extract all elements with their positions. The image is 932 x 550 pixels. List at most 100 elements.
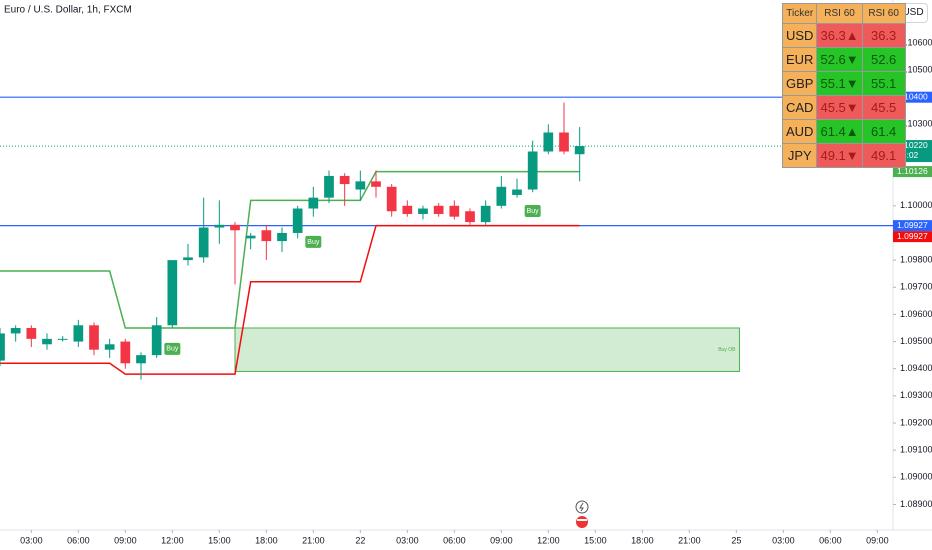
rsi-cell: 61.4▲	[816, 119, 863, 144]
ticker-cell: CAD	[781, 95, 818, 120]
event-icons[interactable]	[575, 500, 589, 528]
ticker-cell: GBP	[781, 71, 818, 96]
ticker-cell: JPY	[781, 143, 818, 168]
price-label: 1.09927	[897, 220, 928, 230]
buy-marker-label: Buy	[527, 208, 540, 215]
candle-body	[151, 325, 162, 356]
candle-body	[339, 175, 350, 185]
candle-body	[371, 181, 381, 187]
candle-body	[355, 181, 366, 190]
candle-body	[261, 230, 272, 242]
candle-body	[324, 175, 334, 198]
flag-icon[interactable]	[576, 516, 588, 528]
y-tick-label: 1.10500	[900, 64, 932, 74]
buy-marker	[164, 342, 181, 355]
x-tick-label: 09:00	[866, 535, 889, 545]
buy-marker	[305, 235, 322, 248]
candle-body	[277, 232, 287, 242]
x-tick-label: 21:00	[678, 535, 701, 545]
candle-body	[230, 224, 240, 231]
x-tick-label: 22	[355, 535, 365, 545]
ticker-cell: USD	[781, 23, 818, 48]
candle-body	[465, 211, 475, 223]
candle-body	[292, 208, 303, 233]
y-tick-label: 1.10600	[900, 37, 932, 47]
price-label-box	[893, 166, 932, 178]
buy-marker	[524, 204, 541, 217]
event-icon[interactable]	[575, 500, 589, 514]
candle-body	[73, 325, 84, 342]
buy-marker-label: Buy	[307, 239, 320, 246]
price-label: 1.10220	[897, 140, 928, 150]
candle-body	[42, 338, 52, 345]
table-row: GBP 55.1▼ 55.1	[781, 71, 906, 96]
table-row: CAD 45.5▼ 45.5	[781, 95, 906, 120]
candle-body	[89, 325, 99, 350]
y-tick-label: 1.09500	[900, 336, 932, 346]
ticker-cell: AUD	[781, 119, 818, 144]
x-tick-label: 06:00	[443, 535, 466, 545]
table-row: USD 36.3▲ 36.3	[781, 23, 906, 48]
price-label-box	[893, 220, 932, 232]
x-tick-label: 15:00	[584, 535, 607, 545]
y-tick-label: 1.09300	[900, 390, 932, 400]
rsi-cell: 36.3	[861, 23, 906, 48]
candle-body	[136, 355, 146, 364]
candle-body	[512, 189, 522, 195]
candle-body	[104, 344, 115, 350]
candle-body	[527, 151, 538, 190]
price-label: 1.09927	[897, 231, 928, 241]
candle-body	[0, 333, 5, 361]
y-tick-label: 1.09800	[900, 254, 932, 264]
y-tick-label: 1.10000	[900, 200, 932, 210]
ticker-cell: EUR	[781, 47, 818, 72]
header-cell: RSI 60	[861, 3, 906, 24]
x-tick-label: 09:00	[114, 535, 137, 545]
candle-body	[57, 338, 68, 340]
order-block-label: Buy OB	[718, 347, 736, 353]
x-tick-label: 15:00	[208, 535, 231, 545]
candle-body	[496, 186, 507, 206]
candle-body	[480, 205, 491, 223]
candle-body	[167, 260, 178, 326]
candle-body	[183, 257, 193, 261]
y-tick-label: 1.09400	[900, 363, 932, 373]
rsi-cell: 45.5▼	[816, 95, 863, 120]
flag-stripe	[577, 519, 587, 521]
y-tick-label: 1.10300	[900, 119, 932, 129]
candle-body	[214, 224, 225, 228]
rsi-cell: 52.6	[861, 47, 906, 72]
candle-body	[26, 327, 37, 339]
candle-body	[559, 132, 569, 152]
candle-body	[245, 235, 256, 239]
rsi-table: Ticker RSI 60 RSI 60 USD 36.3▲ 36.3 EUR 52.6▼ 52…	[781, 3, 906, 168]
y-tick-label: 1.08900	[900, 499, 932, 509]
candle-body	[449, 205, 460, 217]
candle-body	[308, 197, 319, 209]
candle-body	[574, 146, 585, 155]
x-tick-label: 25	[731, 535, 741, 545]
y-tick-label: 1.09700	[900, 282, 932, 292]
candle-body	[10, 327, 21, 334]
candle-body	[120, 341, 131, 364]
price-label-box	[893, 91, 932, 103]
header-cell: RSI 60	[816, 3, 863, 24]
buy-marker-label: Buy	[166, 346, 179, 353]
table-row: EUR 52.6▼ 52.6	[781, 47, 906, 72]
rsi-cell: 49.1▼	[816, 143, 863, 168]
price-label-box	[893, 231, 932, 243]
x-tick-label: 03:00	[396, 535, 419, 545]
order-block	[234, 327, 740, 372]
rsi-cell: 45.5	[861, 95, 906, 120]
rsi-cell: 52.6▼	[816, 47, 863, 72]
candle-body	[543, 132, 554, 152]
y-tick-label: 1.09000	[900, 472, 932, 482]
chart-title: Euro / U.S. Dollar, 1h, FXCM	[4, 5, 132, 16]
trail-line	[0, 170, 580, 329]
rsi-cell: 61.4	[861, 119, 906, 144]
x-tick-label: 03:00	[772, 535, 795, 545]
rsi-cell: 49.1	[861, 143, 906, 168]
y-tick-label: 1.09100	[900, 445, 932, 455]
price-label: 1.10400	[897, 91, 928, 101]
